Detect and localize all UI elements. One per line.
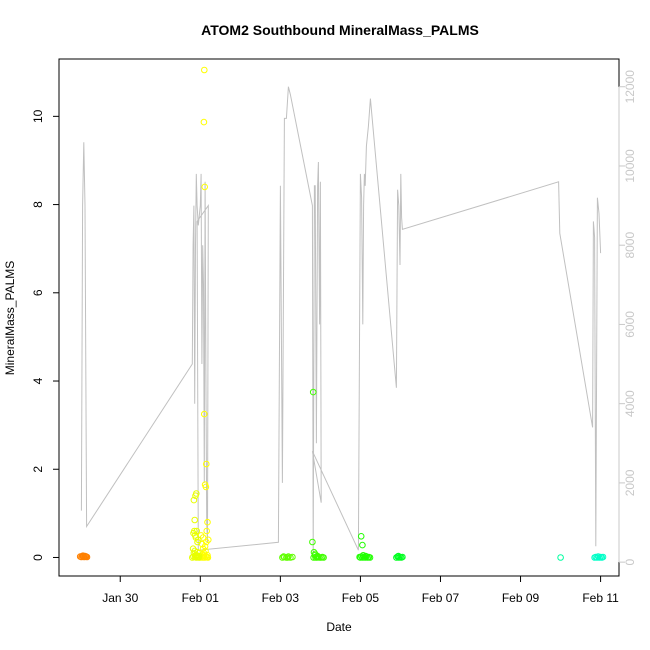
y-tick-label: 0 (31, 554, 45, 561)
data-point (193, 527, 200, 535)
y2-tick-label: 6000 (623, 311, 637, 338)
x-tick-label: Feb 01 (182, 591, 220, 605)
data-point (314, 552, 321, 560)
data-point (190, 496, 198, 504)
data-point (194, 548, 201, 556)
data-point (309, 388, 317, 396)
data-point (289, 553, 296, 561)
altitude-line-layer (80, 86, 602, 555)
data-point (284, 554, 291, 561)
data-point (191, 527, 198, 535)
data-point (202, 483, 210, 491)
y-tick-label: 10 (31, 109, 45, 123)
data-point (204, 518, 211, 526)
data-point (399, 553, 406, 561)
data-point (203, 460, 210, 468)
data-point (357, 533, 365, 540)
data-point (557, 554, 564, 561)
y-axis: 0 2 4 6 8 10 (31, 109, 60, 561)
x-tick-label: Feb 03 (262, 591, 300, 605)
data-points-layer (76, 66, 607, 561)
x-tick-label: Feb 07 (422, 591, 460, 605)
plot-area (58, 58, 620, 577)
data-point (203, 538, 210, 546)
data-point (395, 552, 402, 560)
data-point (594, 553, 602, 560)
y2-tick-label: 12000 (623, 70, 637, 104)
y2-tick-label: 4000 (623, 390, 637, 417)
data-point (362, 552, 369, 560)
data-point (82, 553, 89, 560)
data-point (203, 527, 210, 535)
y2-tick-label: 0 (623, 558, 637, 565)
altitude-line (80, 86, 602, 555)
y2-tick-label: 2000 (623, 469, 637, 496)
y-tick-label: 2 (31, 466, 45, 473)
x-axis-label: Date (326, 620, 352, 634)
x-tick-label: Feb 11 (582, 591, 619, 605)
data-point (310, 554, 317, 561)
data-point (201, 543, 209, 550)
data-point (366, 554, 374, 561)
y-tick-label: 8 (31, 201, 45, 208)
data-point (193, 490, 200, 497)
data-point (201, 66, 208, 74)
x-axis: Jan 30 Feb 01 Feb 03 Feb 05 Feb 07 Feb 09 Feb … (102, 575, 619, 605)
data-point (200, 118, 208, 126)
data-point (356, 553, 363, 561)
data-point (201, 183, 208, 191)
data-point (359, 541, 366, 549)
y2-axis: 0 2000 4000 6000 8000 10000 12000 (618, 70, 637, 565)
y2-tick-label: 10000 (623, 149, 637, 183)
y-tick-label: 6 (31, 289, 45, 296)
data-point (195, 552, 203, 560)
x-tick-label: Feb 09 (502, 591, 540, 605)
y2-tick-label: 8000 (623, 232, 637, 259)
data-point (309, 538, 316, 546)
data-point (280, 553, 287, 560)
x-tick-label: Jan 30 (102, 591, 138, 605)
y-axis-label: MineralMass_PALMS (3, 261, 17, 375)
data-point (599, 553, 607, 561)
data-point (191, 516, 198, 524)
y-tick-label: 4 (31, 377, 45, 384)
data-point (201, 410, 208, 418)
data-point (320, 554, 327, 561)
x-tick-label: Feb 05 (342, 591, 380, 605)
chart-title: ATOM2 Southbound MineralMass_PALMS (201, 22, 479, 38)
data-point (204, 552, 211, 559)
data-point (195, 536, 202, 544)
